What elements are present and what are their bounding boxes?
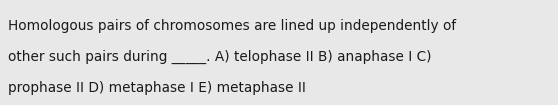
Text: other such pairs during _____. A) telophase II B) anaphase I C): other such pairs during _____. A) teloph…	[8, 50, 432, 64]
Text: Homologous pairs of chromosomes are lined up independently of: Homologous pairs of chromosomes are line…	[8, 19, 456, 33]
Text: prophase II D) metaphase I E) metaphase II: prophase II D) metaphase I E) metaphase …	[8, 81, 306, 95]
